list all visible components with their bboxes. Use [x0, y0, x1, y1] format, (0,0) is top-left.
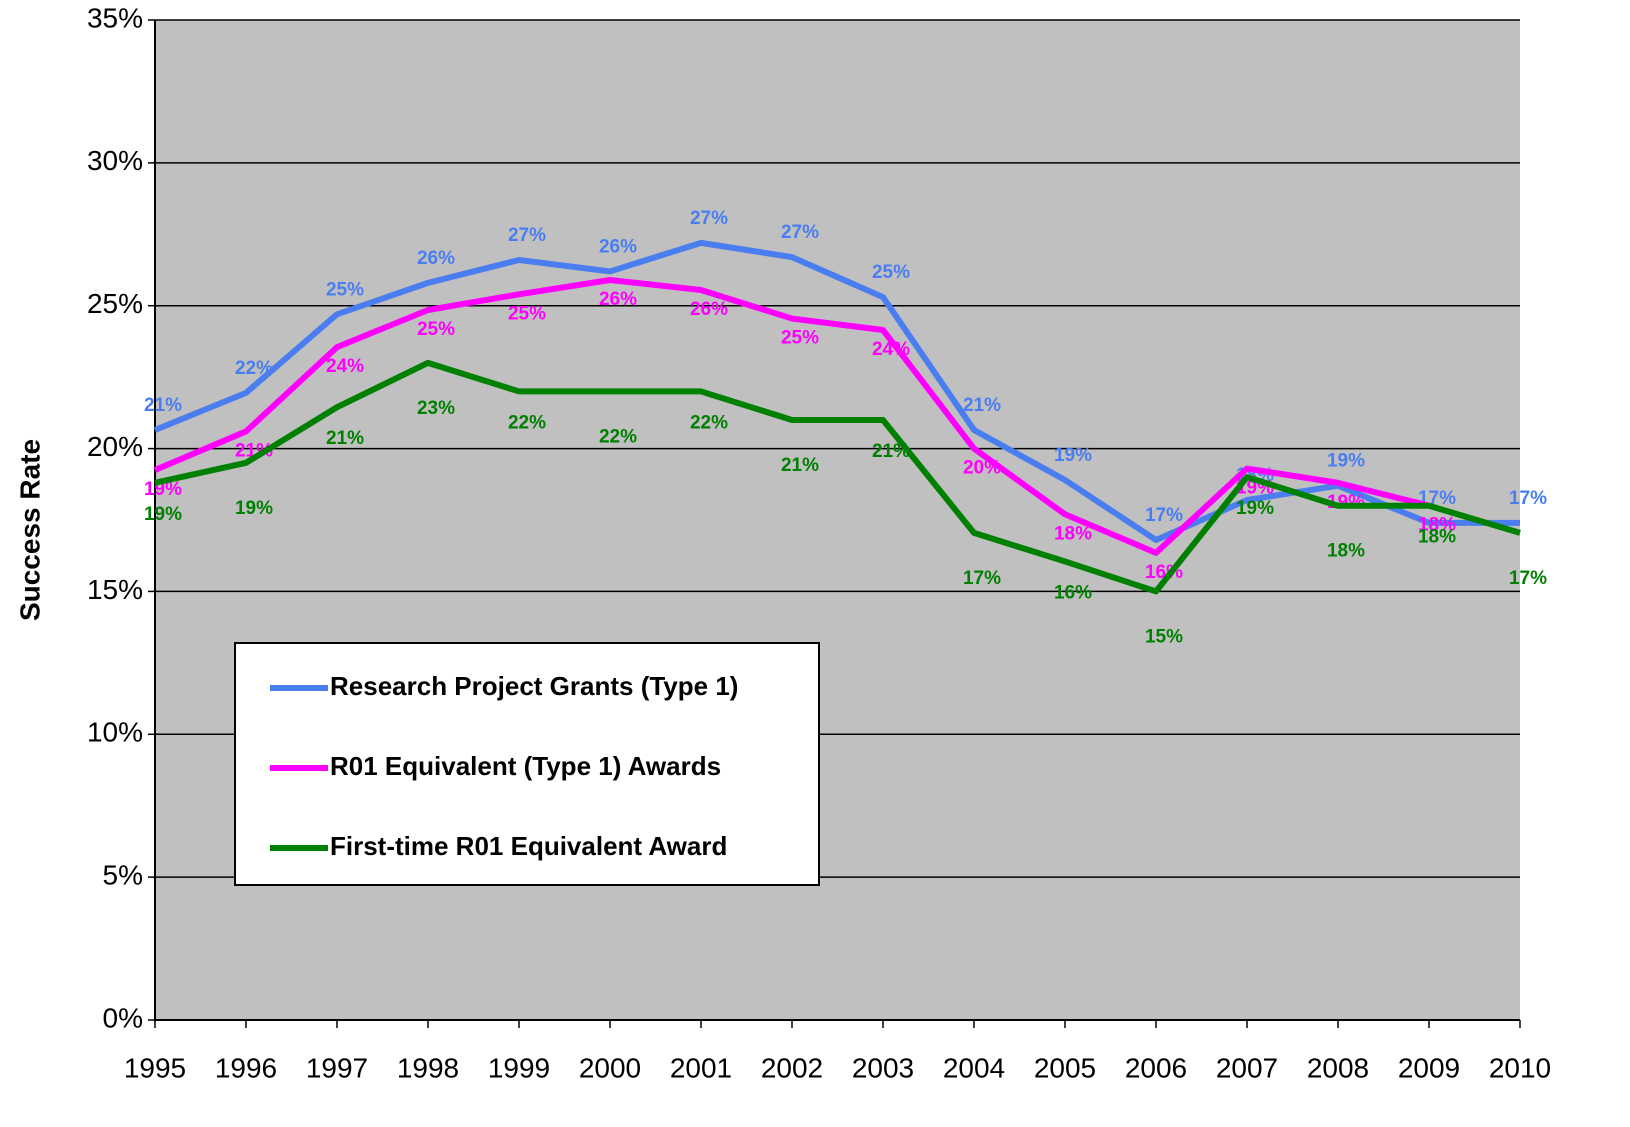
- y-tick-label: 20%: [87, 431, 143, 462]
- data-label: 19%: [144, 479, 182, 500]
- legend-label: First-time R01 Equivalent Award: [330, 831, 727, 861]
- x-tick-label: 2009: [1398, 1052, 1460, 1083]
- x-tick-label: 2003: [852, 1052, 914, 1083]
- data-label: 22%: [235, 358, 273, 379]
- x-tick-label: 2006: [1125, 1052, 1187, 1083]
- y-tick-label: 0%: [103, 1002, 143, 1033]
- y-tick-label: 5%: [103, 860, 143, 891]
- x-tick-label: 1998: [397, 1052, 459, 1083]
- data-label: 22%: [690, 412, 728, 433]
- data-label: 23%: [417, 398, 455, 419]
- data-label: 27%: [690, 208, 728, 229]
- series-line: [154, 359, 1521, 595]
- series-line: [153, 277, 1430, 556]
- data-label: 26%: [417, 248, 455, 269]
- data-label: 25%: [508, 303, 546, 324]
- data-label: 22%: [508, 412, 546, 433]
- x-tick-label: 2002: [761, 1052, 823, 1083]
- x-tick-label: 1999: [488, 1052, 550, 1083]
- x-tick-label: 2010: [1489, 1052, 1551, 1083]
- data-label: 18%: [1418, 515, 1456, 536]
- data-label: 19%: [1054, 445, 1092, 466]
- data-label: 16%: [1054, 582, 1092, 603]
- data-label: 26%: [690, 299, 728, 320]
- data-label: 19%: [1327, 451, 1365, 472]
- data-label: 18%: [1327, 541, 1365, 562]
- x-tick-label: 2004: [943, 1052, 1005, 1083]
- data-label: 21%: [963, 395, 1001, 416]
- y-tick-label: 15%: [87, 574, 143, 605]
- x-tick-label: 1995: [124, 1052, 186, 1083]
- data-label: 21%: [326, 428, 364, 449]
- data-label: 27%: [508, 225, 546, 246]
- data-label: 24%: [326, 356, 364, 377]
- data-label: 24%: [872, 339, 910, 360]
- data-label: 19%: [1236, 498, 1274, 519]
- data-label: 25%: [781, 328, 819, 349]
- data-label: 17%: [1509, 488, 1547, 509]
- data-label: 21%: [144, 395, 182, 416]
- y-tick-label: 30%: [87, 145, 143, 176]
- data-label: 18%: [1418, 527, 1456, 548]
- data-label: 17%: [1145, 505, 1183, 526]
- data-label: 22%: [599, 426, 637, 447]
- data-label: 20%: [963, 458, 1001, 479]
- y-tick-label: 35%: [87, 2, 143, 33]
- y-tick-label: 25%: [87, 288, 143, 319]
- x-tick-label: 2007: [1216, 1052, 1278, 1083]
- data-label: 19%: [235, 498, 273, 519]
- data-label: 26%: [599, 236, 637, 257]
- x-tick-label: 2008: [1307, 1052, 1369, 1083]
- x-tick-label: 2000: [579, 1052, 641, 1083]
- data-label: 21%: [781, 455, 819, 476]
- data-label: 21%: [235, 440, 273, 461]
- legend-label: R01 Equivalent (Type 1) Awards: [330, 751, 721, 781]
- data-label: 18%: [1054, 523, 1092, 544]
- data-label: 17%: [963, 568, 1001, 589]
- y-tick-label: 10%: [87, 717, 143, 748]
- data-label: 25%: [417, 319, 455, 340]
- legend-label: Research Project Grants (Type 1): [330, 671, 738, 701]
- x-tick-label: 2001: [670, 1052, 732, 1083]
- data-label: 17%: [1509, 568, 1547, 589]
- y-axis-label: Success Rate: [14, 439, 45, 621]
- data-label: 21%: [872, 441, 910, 462]
- data-label: 25%: [872, 262, 910, 283]
- x-tick-label: 1996: [215, 1052, 277, 1083]
- data-label: 25%: [326, 279, 364, 300]
- data-label: 15%: [1145, 626, 1183, 647]
- x-tick-label: 2005: [1034, 1052, 1096, 1083]
- data-label: 19%: [144, 504, 182, 525]
- data-label: 27%: [781, 222, 819, 243]
- legend: [234, 642, 820, 886]
- x-tick-label: 1997: [306, 1052, 368, 1083]
- data-label: 26%: [599, 289, 637, 310]
